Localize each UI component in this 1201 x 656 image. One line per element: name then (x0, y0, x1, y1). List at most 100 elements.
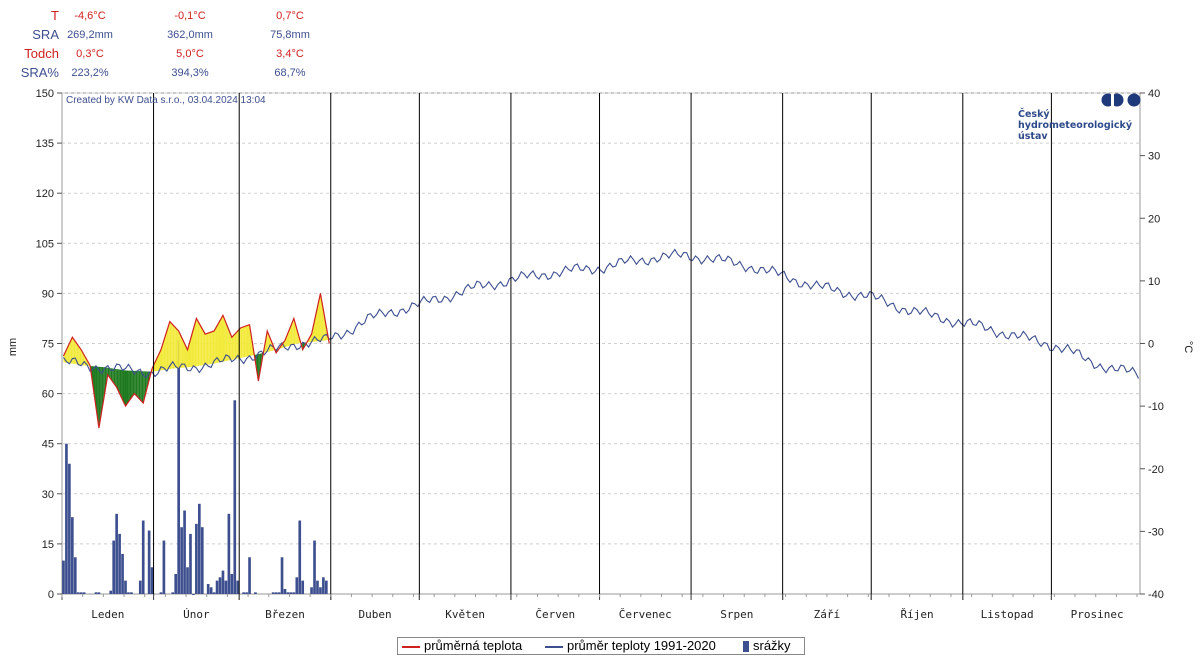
warm-anomaly-fill (320, 293, 322, 341)
cold-anomaly-fill (141, 371, 144, 403)
cold-anomaly-fill (101, 367, 104, 411)
stat-label: SRA (32, 27, 59, 42)
precip-bar (209, 587, 213, 594)
cold-anomaly-fill (97, 366, 99, 429)
stats-table: T -4,6°C -0,1°C 0,7°C SRA 269,2mm 362,0mm 75,8m… (0, 0, 340, 90)
precip-bar (206, 583, 210, 594)
precip-bar (289, 592, 293, 594)
precip-bar (319, 587, 322, 594)
month-label: Srpen (720, 608, 753, 621)
warm-anomaly-fill (174, 326, 176, 369)
warm-anomaly-fill (289, 325, 291, 346)
stat-value: 5,0°C (176, 48, 204, 60)
cold-anomaly-fill (113, 368, 116, 386)
month-label: Duben (359, 608, 392, 621)
temperature-anomaly-fills (63, 293, 330, 429)
warm-anomaly-fill (177, 329, 179, 369)
precip-bar (112, 540, 116, 594)
precip-bar (118, 533, 121, 594)
legend-item-temperature: průměrná teplota (402, 638, 522, 654)
warm-anomaly-fill (162, 340, 164, 371)
legend-item-precip: srážky (743, 638, 791, 654)
warm-anomaly-fill (78, 345, 80, 365)
cold-anomaly-fill (134, 370, 136, 396)
month-label: Listopad (981, 608, 1034, 621)
precip-bar (221, 570, 225, 594)
precip-bar (224, 580, 228, 594)
precip-bar (180, 527, 183, 594)
warm-anomaly-fill (191, 328, 194, 367)
precip-bar (274, 592, 278, 594)
warm-anomaly-fill (208, 332, 210, 365)
logo-line-2: hydrometeorologický (1018, 120, 1133, 131)
warm-anomaly-fill (205, 333, 207, 365)
warm-anomaly-fill (69, 340, 71, 364)
warm-anomaly-fill (248, 324, 250, 357)
cold-anomaly-fill (126, 370, 129, 405)
precip-bar (301, 580, 305, 594)
cold-anomaly-fill (124, 370, 126, 407)
warm-anomaly-fill (296, 328, 299, 344)
warm-anomaly-fill (290, 322, 293, 346)
warm-anomaly-fill (72, 337, 74, 364)
y-left-tick-label: 75 (42, 339, 54, 351)
warm-anomaly-fill (267, 330, 269, 352)
precip-bar (236, 580, 240, 594)
cold-anomaly-fill (137, 370, 139, 399)
warm-anomaly-fill (212, 330, 215, 364)
warm-anomaly-fill (236, 330, 238, 359)
warm-anomaly-fill (242, 326, 244, 358)
axes: 0 15 30 45 60 75 90 105 120 135 150 -40 -30 -20 -10 0 10… (36, 88, 1164, 621)
warm-anomaly-fill (233, 334, 235, 360)
warm-anomaly-fill (220, 317, 222, 363)
warm-anomaly-fill (225, 322, 228, 362)
y-left-tick-label: 90 (42, 288, 54, 300)
temperature-lines (62, 248, 1140, 429)
precip-bar (177, 340, 180, 594)
precip-bar (230, 573, 234, 594)
warm-anomaly-fill (224, 318, 226, 362)
y-right-tick-label: -20 (1148, 464, 1164, 476)
warm-anomaly-fill (200, 326, 203, 366)
y-left-tick-label: 45 (42, 439, 54, 451)
month-dividers (153, 93, 1052, 600)
precip-bar (94, 592, 98, 594)
warm-anomaly-fill (292, 318, 294, 345)
warm-anomaly-fill (73, 339, 76, 365)
y-left-tick-label: 60 (42, 389, 54, 401)
warm-anomaly-fill (218, 320, 221, 363)
precip-bar (109, 590, 113, 594)
precip-bar (150, 567, 154, 594)
y-left-tick-label: 150 (36, 88, 54, 100)
cold-anomaly-fill (256, 354, 259, 382)
precipitation-bars (62, 340, 328, 595)
y-left-tick-label: 135 (36, 138, 54, 150)
warm-anomaly-fill (215, 325, 218, 364)
precip-bar (76, 592, 80, 594)
precip-bar (292, 592, 296, 594)
warm-anomaly-fill (193, 323, 195, 367)
cold-anomaly-fill (138, 371, 141, 400)
warm-anomaly-fill (228, 329, 231, 361)
precip-bar (130, 592, 133, 594)
precip-bar (183, 510, 186, 594)
y-right-tick-label: 10 (1148, 276, 1160, 288)
cold-anomaly-fill (116, 369, 119, 391)
warm-anomaly-fill (217, 323, 219, 363)
warm-anomaly-fill (178, 330, 181, 369)
precip-bar (233, 400, 237, 594)
warm-anomaly-fill (222, 315, 225, 362)
cold-anomaly-fill (115, 368, 117, 388)
warm-anomaly-fill (194, 318, 197, 367)
precip-bar (192, 594, 195, 595)
legend: průměrná teplota průměr teploty 1991-202… (397, 637, 805, 655)
y-left-tick-label: 0 (48, 589, 54, 601)
precip-bar (322, 577, 325, 594)
precip-bar (171, 592, 175, 594)
precip-bar (115, 513, 118, 594)
warm-anomaly-fill (284, 336, 287, 348)
cold-anomaly-fill (93, 366, 95, 397)
warm-anomaly-fill (181, 337, 184, 368)
warm-anomaly-fill (203, 331, 206, 366)
warm-anomaly-fill (199, 323, 201, 366)
